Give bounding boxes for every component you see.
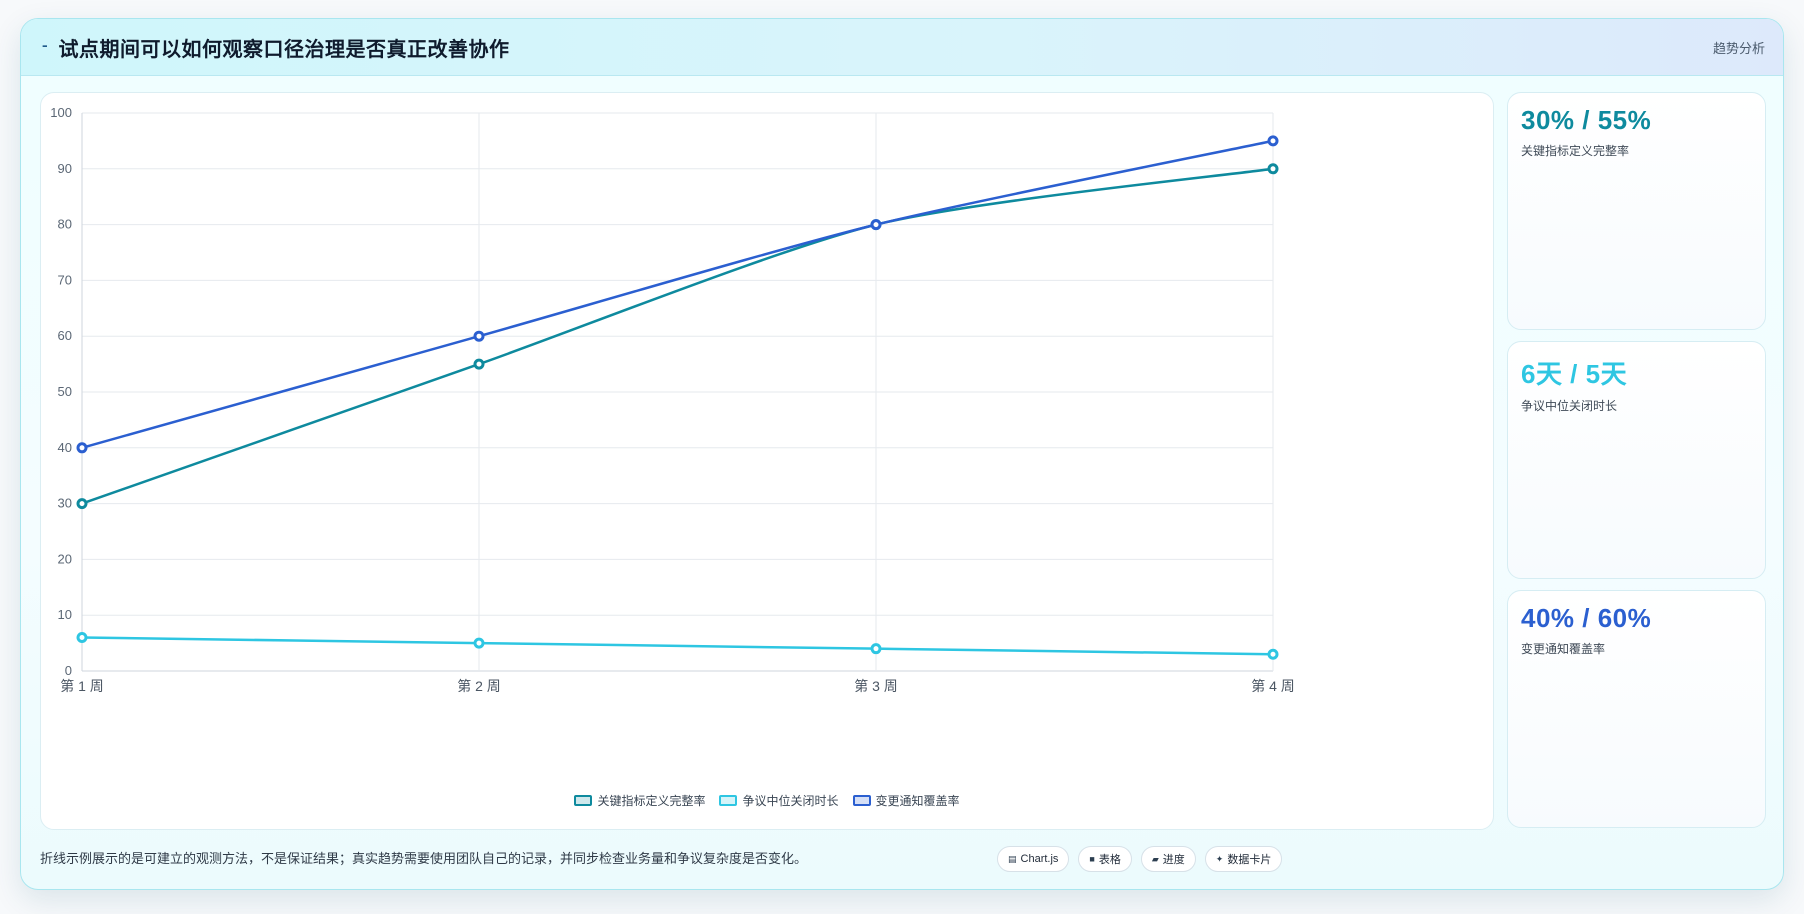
stat-value: 40% / 60% xyxy=(1521,603,1652,633)
stat-label: 变更通知覆盖率 xyxy=(1521,642,1606,656)
chip-label: 表格 xyxy=(1098,854,1121,866)
y-tick-label: 100 xyxy=(50,105,72,120)
series-line-3 xyxy=(81,139,1274,450)
x-tick-label: 第 3 周 xyxy=(854,678,898,694)
data-point xyxy=(76,632,88,644)
legend-swatch xyxy=(719,795,738,806)
card-header: ⁃ 试点期间可以如何观察口径治理是否真正改善协作 趋势分析 xyxy=(21,19,1783,76)
chip-label: Chart.js xyxy=(1020,853,1059,865)
data-point xyxy=(1267,648,1279,660)
progress-icon: ▰ xyxy=(1151,853,1159,864)
stat-label: 关键指标定义完整率 xyxy=(1521,144,1630,158)
y-tick-label: 50 xyxy=(58,384,72,399)
legend-item[interactable]: 争议中位关闭时长 xyxy=(719,792,839,809)
stat-value: 6天 / 5天 xyxy=(1521,359,1628,389)
data-point xyxy=(870,219,882,231)
x-tick-label: 第 4 周 xyxy=(1251,678,1295,694)
chip-chartjs[interactable]: ▤ Chart.js xyxy=(997,846,1070,872)
legend-swatch xyxy=(852,795,871,806)
x-tick-label: 第 2 周 xyxy=(457,678,501,694)
series-line-2 xyxy=(81,636,1274,656)
data-point xyxy=(473,330,485,342)
line-chart: 0 10 20 30 40 50 60 70 80 90 100 第 1 周 第 2 周 第 3 周 第 4… xyxy=(50,105,1295,694)
title-wrap: ⁃ 试点期间可以如何观察口径治理是否真正改善协作 xyxy=(41,33,510,62)
dashboard-card: ⁃ 试点期间可以如何观察口径治理是否真正改善协作 趋势分析 0 10 20 30 40 5… xyxy=(20,18,1784,890)
legend-item[interactable]: 变更通知覆盖率 xyxy=(852,792,960,809)
y-tick-label: 30 xyxy=(58,496,72,511)
data-point xyxy=(76,498,88,510)
data-point xyxy=(870,643,882,655)
stat-card-definition: 30% / 55% 关键指标定义完整率 xyxy=(1507,92,1766,330)
y-tick-label: 10 xyxy=(58,607,72,622)
y-tick-label: 0 xyxy=(65,663,72,678)
data-point xyxy=(1267,135,1279,147)
chart-panel: 0 10 20 30 40 50 60 70 80 90 100 第 1 周 第 2 周 第 3 周 第 4… xyxy=(40,92,1494,830)
table-icon: ■ xyxy=(1089,854,1095,864)
stat-value: 30% / 55% xyxy=(1521,105,1652,135)
legend-label: 关键指标定义完整率 xyxy=(597,794,706,808)
chip-progress[interactable]: ▰ 进度 xyxy=(1140,846,1196,872)
y-tick-label: 80 xyxy=(58,217,72,232)
x-tick-label: 第 1 周 xyxy=(60,678,104,694)
stat-label: 争议中位关闭时长 xyxy=(1521,399,1618,413)
tech-chips: ▤ Chart.js ■ 表格 ▰ 进度 ✦ 数据卡片 xyxy=(997,846,1283,872)
legend-item[interactable]: 关键指标定义完整率 xyxy=(574,792,705,809)
data-point xyxy=(473,358,485,370)
y-tick-label: 20 xyxy=(58,551,72,566)
stat-card-notice: 40% / 60% 变更通知覆盖率 xyxy=(1507,590,1766,828)
data-point xyxy=(473,637,485,649)
chart-icon: ▤ xyxy=(1008,853,1017,864)
y-tick-label: 60 xyxy=(58,328,72,343)
stats-column: 30% / 55% 关键指标定义完整率 6天 / 5天 争议中位关闭时长 40%… xyxy=(1507,92,1766,839)
stat-card-dispute: 6天 / 5天 争议中位关闭时长 xyxy=(1507,341,1766,579)
legend-label: 变更通知覆盖率 xyxy=(875,794,960,808)
header-tag: 趋势分析 xyxy=(1712,40,1765,56)
chip-label: 进度 xyxy=(1162,854,1185,866)
y-tick-label: 70 xyxy=(58,272,72,287)
data-point xyxy=(76,442,88,454)
footer-note: 折线示例展示的是可建立的观测方法，不是保证结果；真实趋势需要使用团队自己的记录，… xyxy=(40,851,808,866)
chip-label: 数据卡片 xyxy=(1227,854,1272,866)
chip-table[interactable]: ■ 表格 xyxy=(1078,846,1132,872)
y-tick-label: 40 xyxy=(58,440,72,455)
pin-icon: ⁃ xyxy=(41,39,49,56)
chip-data-cards[interactable]: ✦ 数据卡片 xyxy=(1204,846,1283,872)
data-card-icon: ✦ xyxy=(1215,853,1224,864)
data-point xyxy=(1267,163,1279,175)
page-title: 试点期间可以如何观察口径治理是否真正改善协作 xyxy=(58,38,510,61)
chart-legend: 关键指标定义完整率 争议中位关闭时长 变更通知覆盖率 xyxy=(41,792,1493,809)
y-tick-label: 90 xyxy=(58,161,72,176)
legend-swatch xyxy=(574,795,593,806)
series-line-1 xyxy=(81,167,1274,505)
legend-label: 争议中位关闭时长 xyxy=(742,794,839,808)
